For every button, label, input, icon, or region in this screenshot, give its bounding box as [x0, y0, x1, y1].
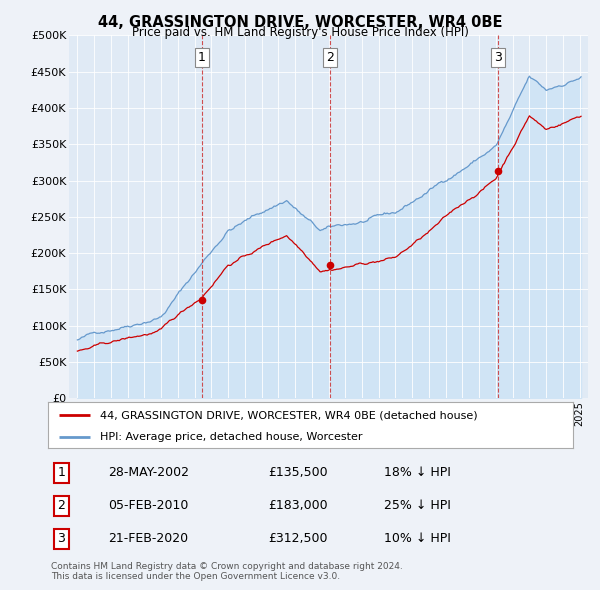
Text: 25% ↓ HPI: 25% ↓ HPI [384, 499, 451, 513]
Text: 44, GRASSINGTON DRIVE, WORCESTER, WR4 0BE (detached house): 44, GRASSINGTON DRIVE, WORCESTER, WR4 0B… [101, 410, 478, 420]
Text: 21-FEB-2020: 21-FEB-2020 [109, 532, 188, 546]
Text: 44, GRASSINGTON DRIVE, WORCESTER, WR4 0BE: 44, GRASSINGTON DRIVE, WORCESTER, WR4 0B… [98, 15, 502, 30]
Text: 1: 1 [197, 51, 206, 64]
Text: 2: 2 [326, 51, 334, 64]
Text: 3: 3 [57, 532, 65, 546]
Text: Contains HM Land Registry data © Crown copyright and database right 2024.: Contains HM Land Registry data © Crown c… [51, 562, 403, 571]
Text: 18% ↓ HPI: 18% ↓ HPI [384, 466, 451, 480]
Text: 3: 3 [494, 51, 502, 64]
Text: This data is licensed under the Open Government Licence v3.0.: This data is licensed under the Open Gov… [51, 572, 340, 581]
Text: 05-FEB-2010: 05-FEB-2010 [109, 499, 189, 513]
Text: 1: 1 [57, 466, 65, 480]
Text: Price paid vs. HM Land Registry's House Price Index (HPI): Price paid vs. HM Land Registry's House … [131, 26, 469, 39]
Text: £312,500: £312,500 [269, 532, 328, 546]
Text: HPI: Average price, detached house, Worcester: HPI: Average price, detached house, Worc… [101, 432, 363, 442]
Text: 2: 2 [57, 499, 65, 513]
Text: 10% ↓ HPI: 10% ↓ HPI [384, 532, 451, 546]
Text: £183,000: £183,000 [269, 499, 328, 513]
Text: £135,500: £135,500 [269, 466, 328, 480]
Text: 28-MAY-2002: 28-MAY-2002 [109, 466, 190, 480]
